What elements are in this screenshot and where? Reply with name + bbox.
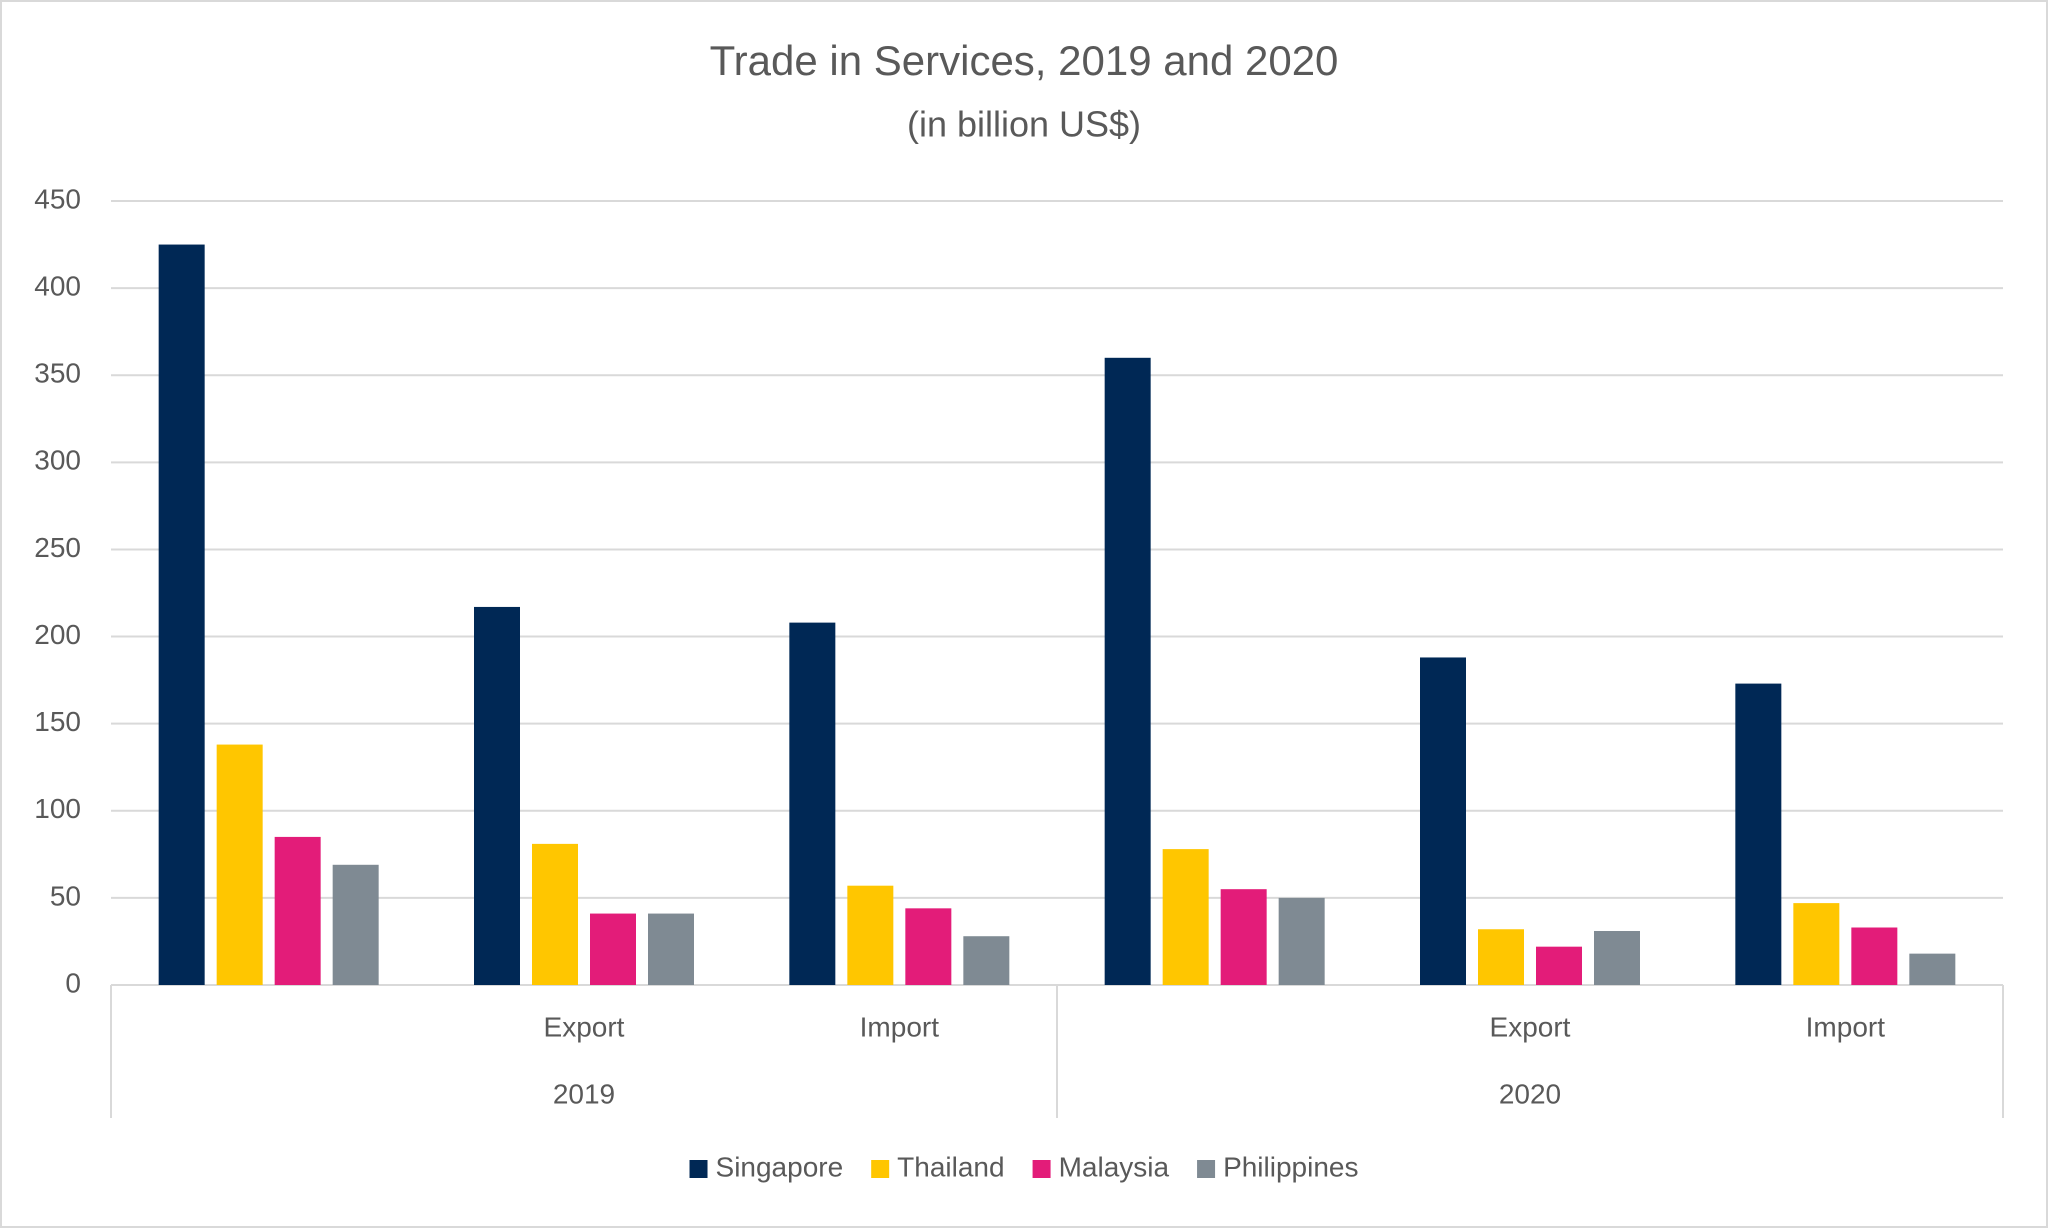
bar bbox=[1909, 953, 1956, 985]
bar bbox=[1793, 903, 1840, 985]
bar bbox=[1220, 889, 1267, 985]
y-tick-label: 300 bbox=[34, 445, 81, 476]
bar bbox=[1278, 897, 1325, 985]
chart-title: Trade in Services, 2019 and 2020 bbox=[710, 37, 1339, 84]
y-tick-label: 250 bbox=[34, 532, 81, 563]
y-tick-label: 0 bbox=[65, 967, 81, 998]
bar bbox=[789, 622, 836, 985]
bar bbox=[648, 913, 694, 985]
bar bbox=[1594, 930, 1640, 985]
bar bbox=[590, 913, 636, 985]
legend-label: Philippines bbox=[1223, 1151, 1358, 1182]
x-tick-label: Export bbox=[544, 1011, 625, 1042]
legend-label: Thailand bbox=[897, 1151, 1004, 1182]
legend-label: Singapore bbox=[716, 1151, 844, 1182]
x-tick-label: Export bbox=[1490, 1011, 1571, 1042]
bar bbox=[1735, 683, 1782, 985]
y-tick-label: 100 bbox=[34, 793, 81, 824]
bar bbox=[1420, 657, 1466, 985]
x-tick-label: Import bbox=[1806, 1011, 1886, 1042]
y-tick-label: 450 bbox=[34, 183, 81, 214]
chart-subtitle: (in billion US$) bbox=[907, 104, 1141, 145]
bar bbox=[274, 836, 321, 985]
bar bbox=[1162, 849, 1209, 985]
bar bbox=[963, 936, 1010, 985]
group-label: 2019 bbox=[553, 1078, 615, 1109]
legend-swatch bbox=[871, 1160, 890, 1178]
y-tick-label: 400 bbox=[34, 271, 81, 302]
legend-label: Malaysia bbox=[1059, 1151, 1170, 1182]
bar bbox=[1536, 946, 1582, 985]
y-tick-label: 150 bbox=[34, 706, 81, 737]
y-tick-label: 200 bbox=[34, 619, 81, 650]
bar bbox=[474, 606, 520, 985]
bar bbox=[847, 885, 894, 985]
legend-swatch bbox=[1197, 1160, 1216, 1178]
bar bbox=[532, 843, 578, 985]
bar bbox=[332, 864, 379, 985]
bar bbox=[905, 908, 952, 985]
legend-swatch bbox=[689, 1160, 708, 1178]
y-tick-label: 50 bbox=[50, 880, 81, 911]
x-tick-label: Import bbox=[860, 1011, 940, 1042]
group-label: 2020 bbox=[1499, 1078, 1561, 1109]
bar bbox=[1104, 357, 1151, 985]
legend-swatch bbox=[1032, 1160, 1051, 1178]
bar bbox=[216, 744, 263, 985]
bar bbox=[1851, 927, 1898, 985]
bar bbox=[158, 244, 205, 986]
bar bbox=[1478, 929, 1524, 985]
y-tick-label: 350 bbox=[34, 358, 81, 389]
